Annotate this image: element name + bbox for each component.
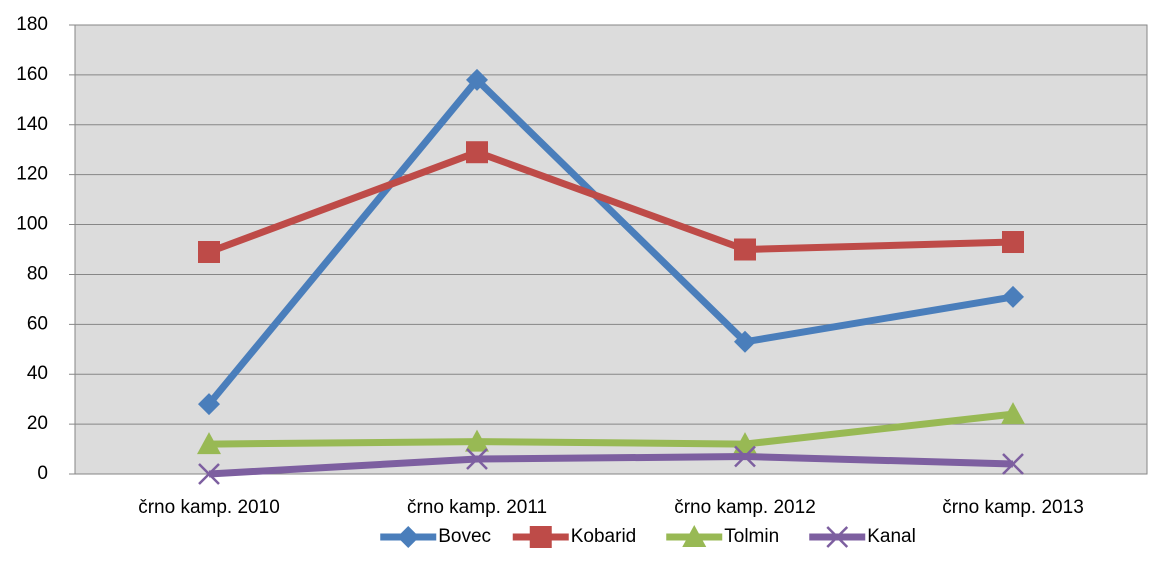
legend-item: Tolmin — [666, 525, 779, 547]
y-tick-label: 100 — [16, 214, 48, 235]
marker — [826, 526, 849, 548]
marker — [198, 463, 220, 485]
marker — [734, 238, 756, 261]
legend-label: Kanal — [867, 526, 916, 547]
legend-item: Bovec — [380, 526, 491, 548]
marker — [1002, 285, 1024, 308]
x-tick-label: črno kamp. 2010 — [138, 497, 280, 518]
x-tick-label: črno kamp. 2011 — [407, 497, 547, 518]
marker — [465, 429, 489, 452]
legend-label: Bovec — [438, 526, 491, 547]
x-tick-label: črno kamp. 2012 — [674, 497, 816, 518]
marker — [733, 432, 757, 455]
marker — [682, 525, 707, 547]
y-tick-label: 80 — [27, 263, 48, 284]
y-tick-label: 180 — [16, 14, 48, 35]
series-line — [207, 148, 1014, 256]
series-line — [208, 410, 1014, 448]
marker — [734, 445, 756, 468]
y-tick-label: 160 — [16, 64, 48, 85]
y-tick-label: 60 — [27, 313, 48, 334]
marker — [466, 448, 488, 470]
marker — [529, 526, 552, 548]
marker — [397, 526, 420, 548]
series-line — [208, 453, 1014, 478]
y-tick-label: 40 — [27, 363, 48, 384]
x-tick-label: črno kamp. 2013 — [942, 497, 1084, 518]
legend-item: Kobarid — [512, 526, 637, 548]
series-line — [206, 76, 1014, 407]
legend-label: Kobarid — [571, 526, 637, 547]
plot-area — [74, 24, 1148, 475]
y-tick-label: 120 — [16, 164, 48, 185]
marker — [1002, 231, 1024, 254]
marker — [197, 432, 221, 455]
marker — [198, 393, 220, 416]
marker — [1001, 402, 1025, 425]
marker — [466, 68, 488, 91]
legend-label: Tolmin — [724, 526, 779, 547]
marker — [734, 330, 756, 353]
marker — [466, 141, 488, 164]
marker — [198, 240, 220, 263]
legend-item: Kanal — [809, 526, 916, 548]
y-tick-label: 140 — [16, 114, 48, 135]
y-tick-label: 20 — [27, 413, 48, 434]
y-tick-label: 0 — [37, 463, 48, 484]
marker — [1002, 453, 1024, 475]
